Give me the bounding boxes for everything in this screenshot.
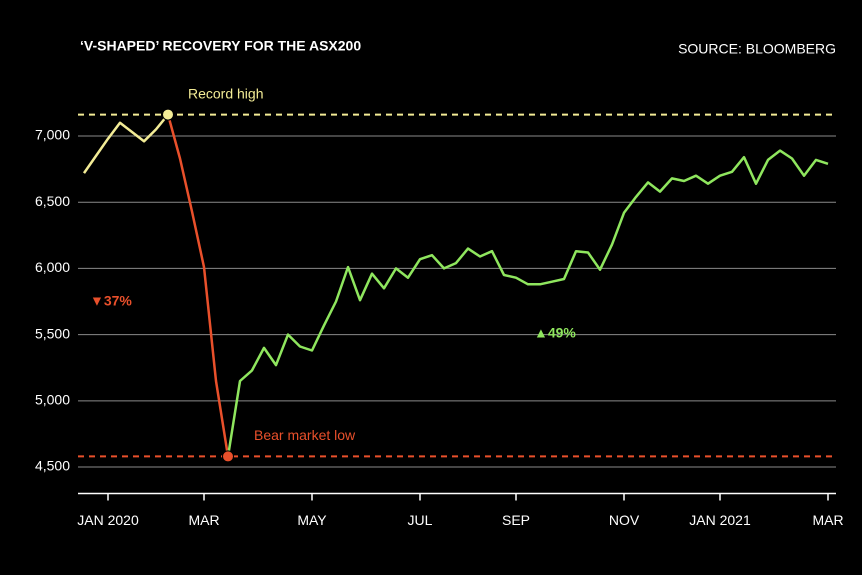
y-tick-label: 6,000 [35,259,70,275]
y-tick-label: 6,500 [35,193,70,209]
annotation: ▲49% [534,325,576,341]
x-tick-label: NOV [609,512,640,528]
x-tick-label: JUL [408,512,433,528]
point-marker [162,108,174,121]
x-tick-label: JAN 2021 [689,512,751,528]
point-marker [222,450,234,463]
chart-title: ‘V-SHAPED’ RECOVERY FOR THE ASX200 [80,38,361,54]
x-tick-label: JAN 2020 [77,512,139,528]
reference-label: Record high [188,85,264,101]
line-series [82,113,169,174]
y-tick-label: 4,500 [35,458,70,474]
source: SOURCE: BLOOMBERG [678,41,836,57]
y-tick-label: 7,000 [35,127,70,143]
x-tick-label: SEP [502,512,530,528]
x-tick-label: MAR [812,512,843,528]
reference-label: Bear market low [254,427,356,443]
y-tick-label: 5,500 [35,325,70,341]
line-series [166,114,230,457]
x-tick-label: MAR [188,512,219,528]
annotation: ▼37% [90,293,132,309]
y-tick-label: 5,000 [35,392,70,408]
x-tick-label: MAY [297,512,327,528]
line-series [226,149,829,457]
